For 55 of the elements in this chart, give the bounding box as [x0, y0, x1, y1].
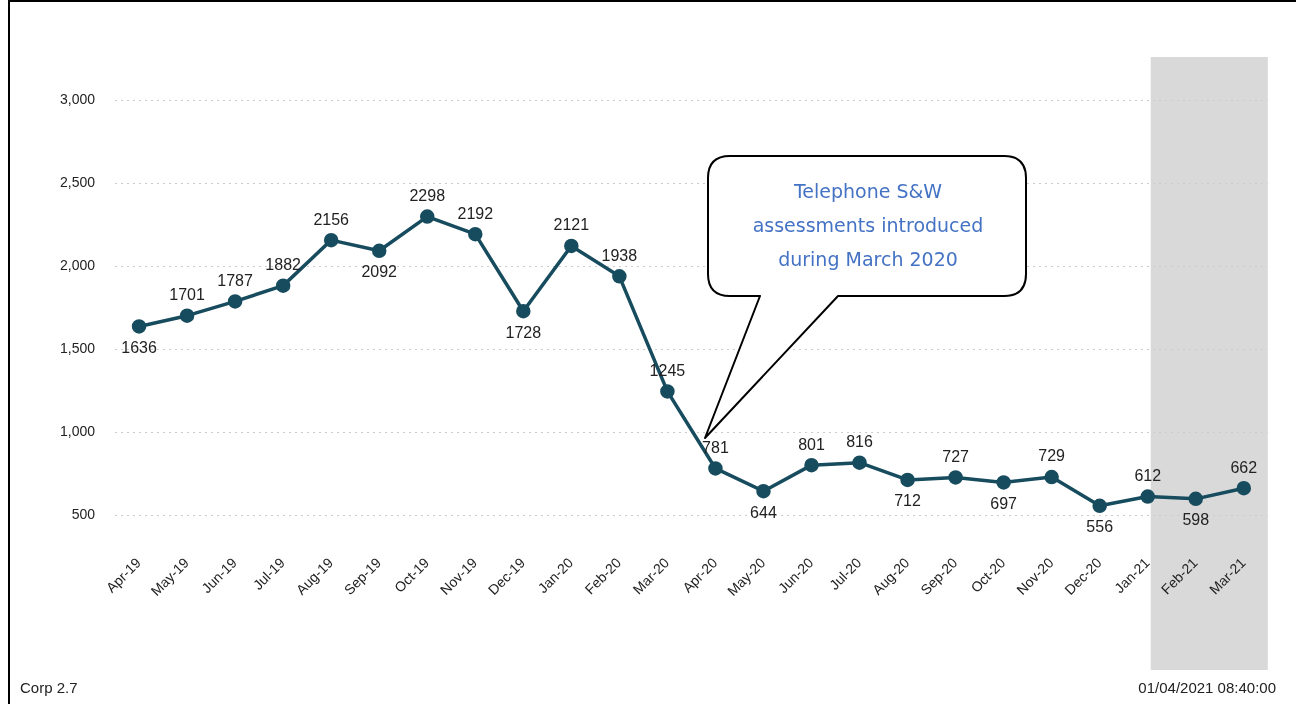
data-label: 697 [990, 494, 1018, 512]
point [852, 455, 867, 470]
data-label: 1728 [505, 323, 542, 341]
y-tick-label: 2,000 [59, 256, 96, 273]
point [371, 243, 387, 259]
point [660, 384, 675, 399]
data-label: 2298 [409, 186, 446, 204]
y-tick-label: 2,500 [59, 173, 96, 190]
point [275, 278, 291, 293]
data-label: 612 [1134, 466, 1162, 484]
data-label: 1938 [601, 246, 638, 264]
point [804, 457, 819, 473]
point [227, 294, 243, 309]
point [1044, 469, 1059, 485]
annotation: Telephone S&W assessments introduced during March 2020 [751, 179, 985, 272]
y-tick-label: 1,000 [59, 422, 96, 439]
data-label: 2192 [457, 204, 494, 222]
point [948, 470, 963, 485]
point [612, 269, 627, 284]
point [708, 461, 723, 476]
point [419, 209, 435, 224]
data-label: 1787 [217, 271, 254, 289]
data-label: 556 [1086, 518, 1114, 536]
data-label: 816 [846, 433, 873, 451]
data-label: 729 [1038, 447, 1066, 465]
point [756, 483, 771, 499]
point [1236, 480, 1252, 496]
y-tick-label: 3,000 [59, 90, 96, 107]
data-label: 644 [750, 503, 777, 521]
point [323, 232, 339, 248]
point [564, 238, 579, 254]
point [516, 303, 531, 319]
point [468, 226, 483, 242]
data-label: 1636 [121, 338, 157, 356]
data-label: 662 [1230, 458, 1258, 476]
text: 01/04/2021 08:40:00 [1138, 679, 1276, 696]
data-label: 2156 [313, 210, 350, 228]
data-label: 1882 [265, 256, 302, 274]
data-label: 598 [1182, 511, 1210, 529]
point [1140, 489, 1155, 504]
point [900, 472, 915, 488]
y-tick-label: 1,500 [59, 339, 96, 356]
data-label: 727 [942, 447, 970, 465]
data-label: 2092 [361, 263, 398, 281]
point [1092, 498, 1107, 514]
point [1188, 491, 1204, 507]
point [179, 308, 195, 323]
point [131, 319, 147, 334]
data-label: 712 [894, 492, 922, 510]
data-label: 1701 [169, 286, 205, 304]
data-label: 801 [798, 435, 825, 453]
text: Corp 2.7 [20, 679, 78, 696]
y-tick-label: 500 [71, 505, 96, 522]
data-label: 2121 [553, 216, 590, 234]
point [996, 475, 1011, 490]
